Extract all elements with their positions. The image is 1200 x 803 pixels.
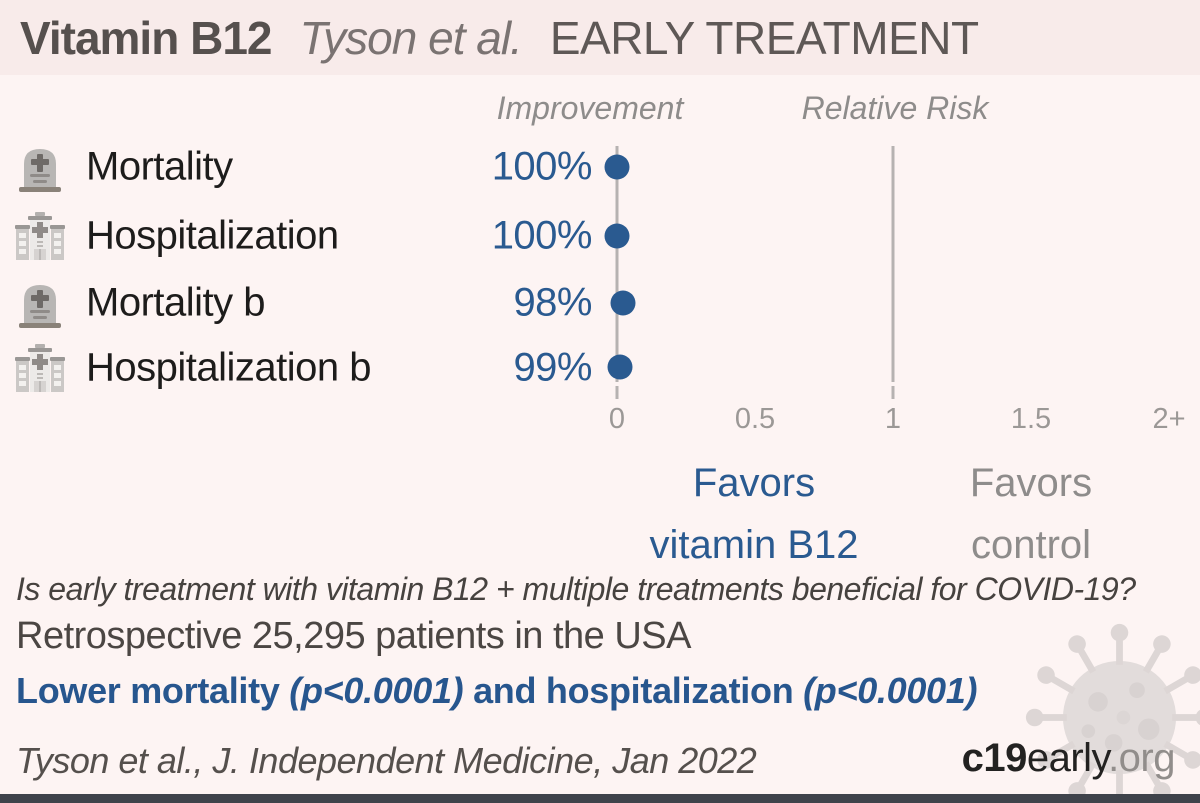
result-segment: Lower mortality: [16, 670, 290, 711]
outcome-row: Mortality b 98%: [0, 275, 660, 331]
question-text: Is early treatment with vitamin B12 + mu…: [16, 571, 1136, 607]
favors-line: Favors: [692, 461, 816, 505]
favors-treatment-label: Favors vitamin B12: [650, 452, 859, 576]
favors-line: Favors: [969, 461, 1093, 505]
virus-watermark-icon: [1025, 623, 1200, 803]
axis-tick: [891, 386, 895, 399]
axis-tick-label: 0: [608, 403, 626, 435]
study-summary: Retrospective 25,295 patients in the USA: [16, 615, 691, 657]
logo-early: early: [1026, 736, 1109, 780]
outcome-label: Hospitalization: [86, 213, 339, 258]
axis-zero-line: [615, 146, 619, 382]
bottom-bar: [0, 794, 1200, 803]
outcome-label: Mortality b: [86, 280, 266, 325]
site-logo[interactable]: c19early.org: [961, 736, 1176, 781]
axis-tick-label: 1: [884, 403, 902, 435]
hospital-icon: [14, 342, 66, 394]
data-point: [610, 290, 636, 316]
reference-line: [891, 146, 895, 382]
data-point: [604, 154, 630, 180]
result-text: Lower mortality (p<0.0001) and hospitali…: [16, 670, 978, 712]
outcome-row: Hospitalization 100%: [0, 208, 660, 264]
improvement-value: 98%: [513, 280, 592, 325]
favors-line: control: [970, 523, 1092, 567]
logo-org: .org: [1108, 736, 1175, 780]
data-point: [607, 354, 633, 380]
data-point: [604, 223, 630, 249]
result-pvalue: (p<0.0001): [803, 670, 978, 711]
title-bar: Vitamin B12 Tyson et al. EARLY TREATMENT: [0, 0, 1200, 75]
favors-control-label: Favors control: [970, 452, 1092, 576]
logo-c19: c19: [961, 736, 1028, 780]
citation-text: Tyson et al., J. Independent Medicine, J…: [16, 740, 757, 781]
outcome-label: Hospitalization b: [86, 345, 372, 390]
result-pvalue: (p<0.0001): [289, 670, 464, 711]
axis-tick-label: 0.5: [734, 403, 776, 435]
improvement-value: 99%: [513, 345, 592, 390]
column-header-relative-risk: Relative Risk: [801, 90, 989, 126]
favors-line: vitamin B12: [649, 523, 859, 567]
result-segment: and hospitalization: [463, 670, 804, 711]
axis-tick-label: 1.5: [1010, 403, 1052, 435]
axis-tick-label: 2+: [1152, 403, 1186, 435]
hospital-icon: [14, 210, 66, 262]
tombstone-icon: [14, 277, 66, 329]
column-header-improvement: Improvement: [496, 90, 684, 126]
treatment-name: Vitamin B12: [20, 11, 272, 64]
tombstone-icon: [14, 141, 66, 193]
study-authors: Tyson et al.: [299, 11, 522, 64]
treatment-stage: EARLY TREATMENT: [549, 11, 979, 64]
outcome-label: Mortality: [86, 144, 233, 189]
outcome-row: Hospitalization b 99%: [0, 340, 660, 396]
improvement-value: 100%: [491, 144, 593, 189]
axis-tick: [615, 386, 619, 399]
improvement-value: 100%: [491, 213, 593, 258]
outcome-row: Mortality 100%: [0, 139, 660, 195]
